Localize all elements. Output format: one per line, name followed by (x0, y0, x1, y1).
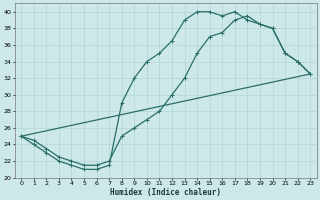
X-axis label: Humidex (Indice chaleur): Humidex (Indice chaleur) (110, 188, 221, 197)
